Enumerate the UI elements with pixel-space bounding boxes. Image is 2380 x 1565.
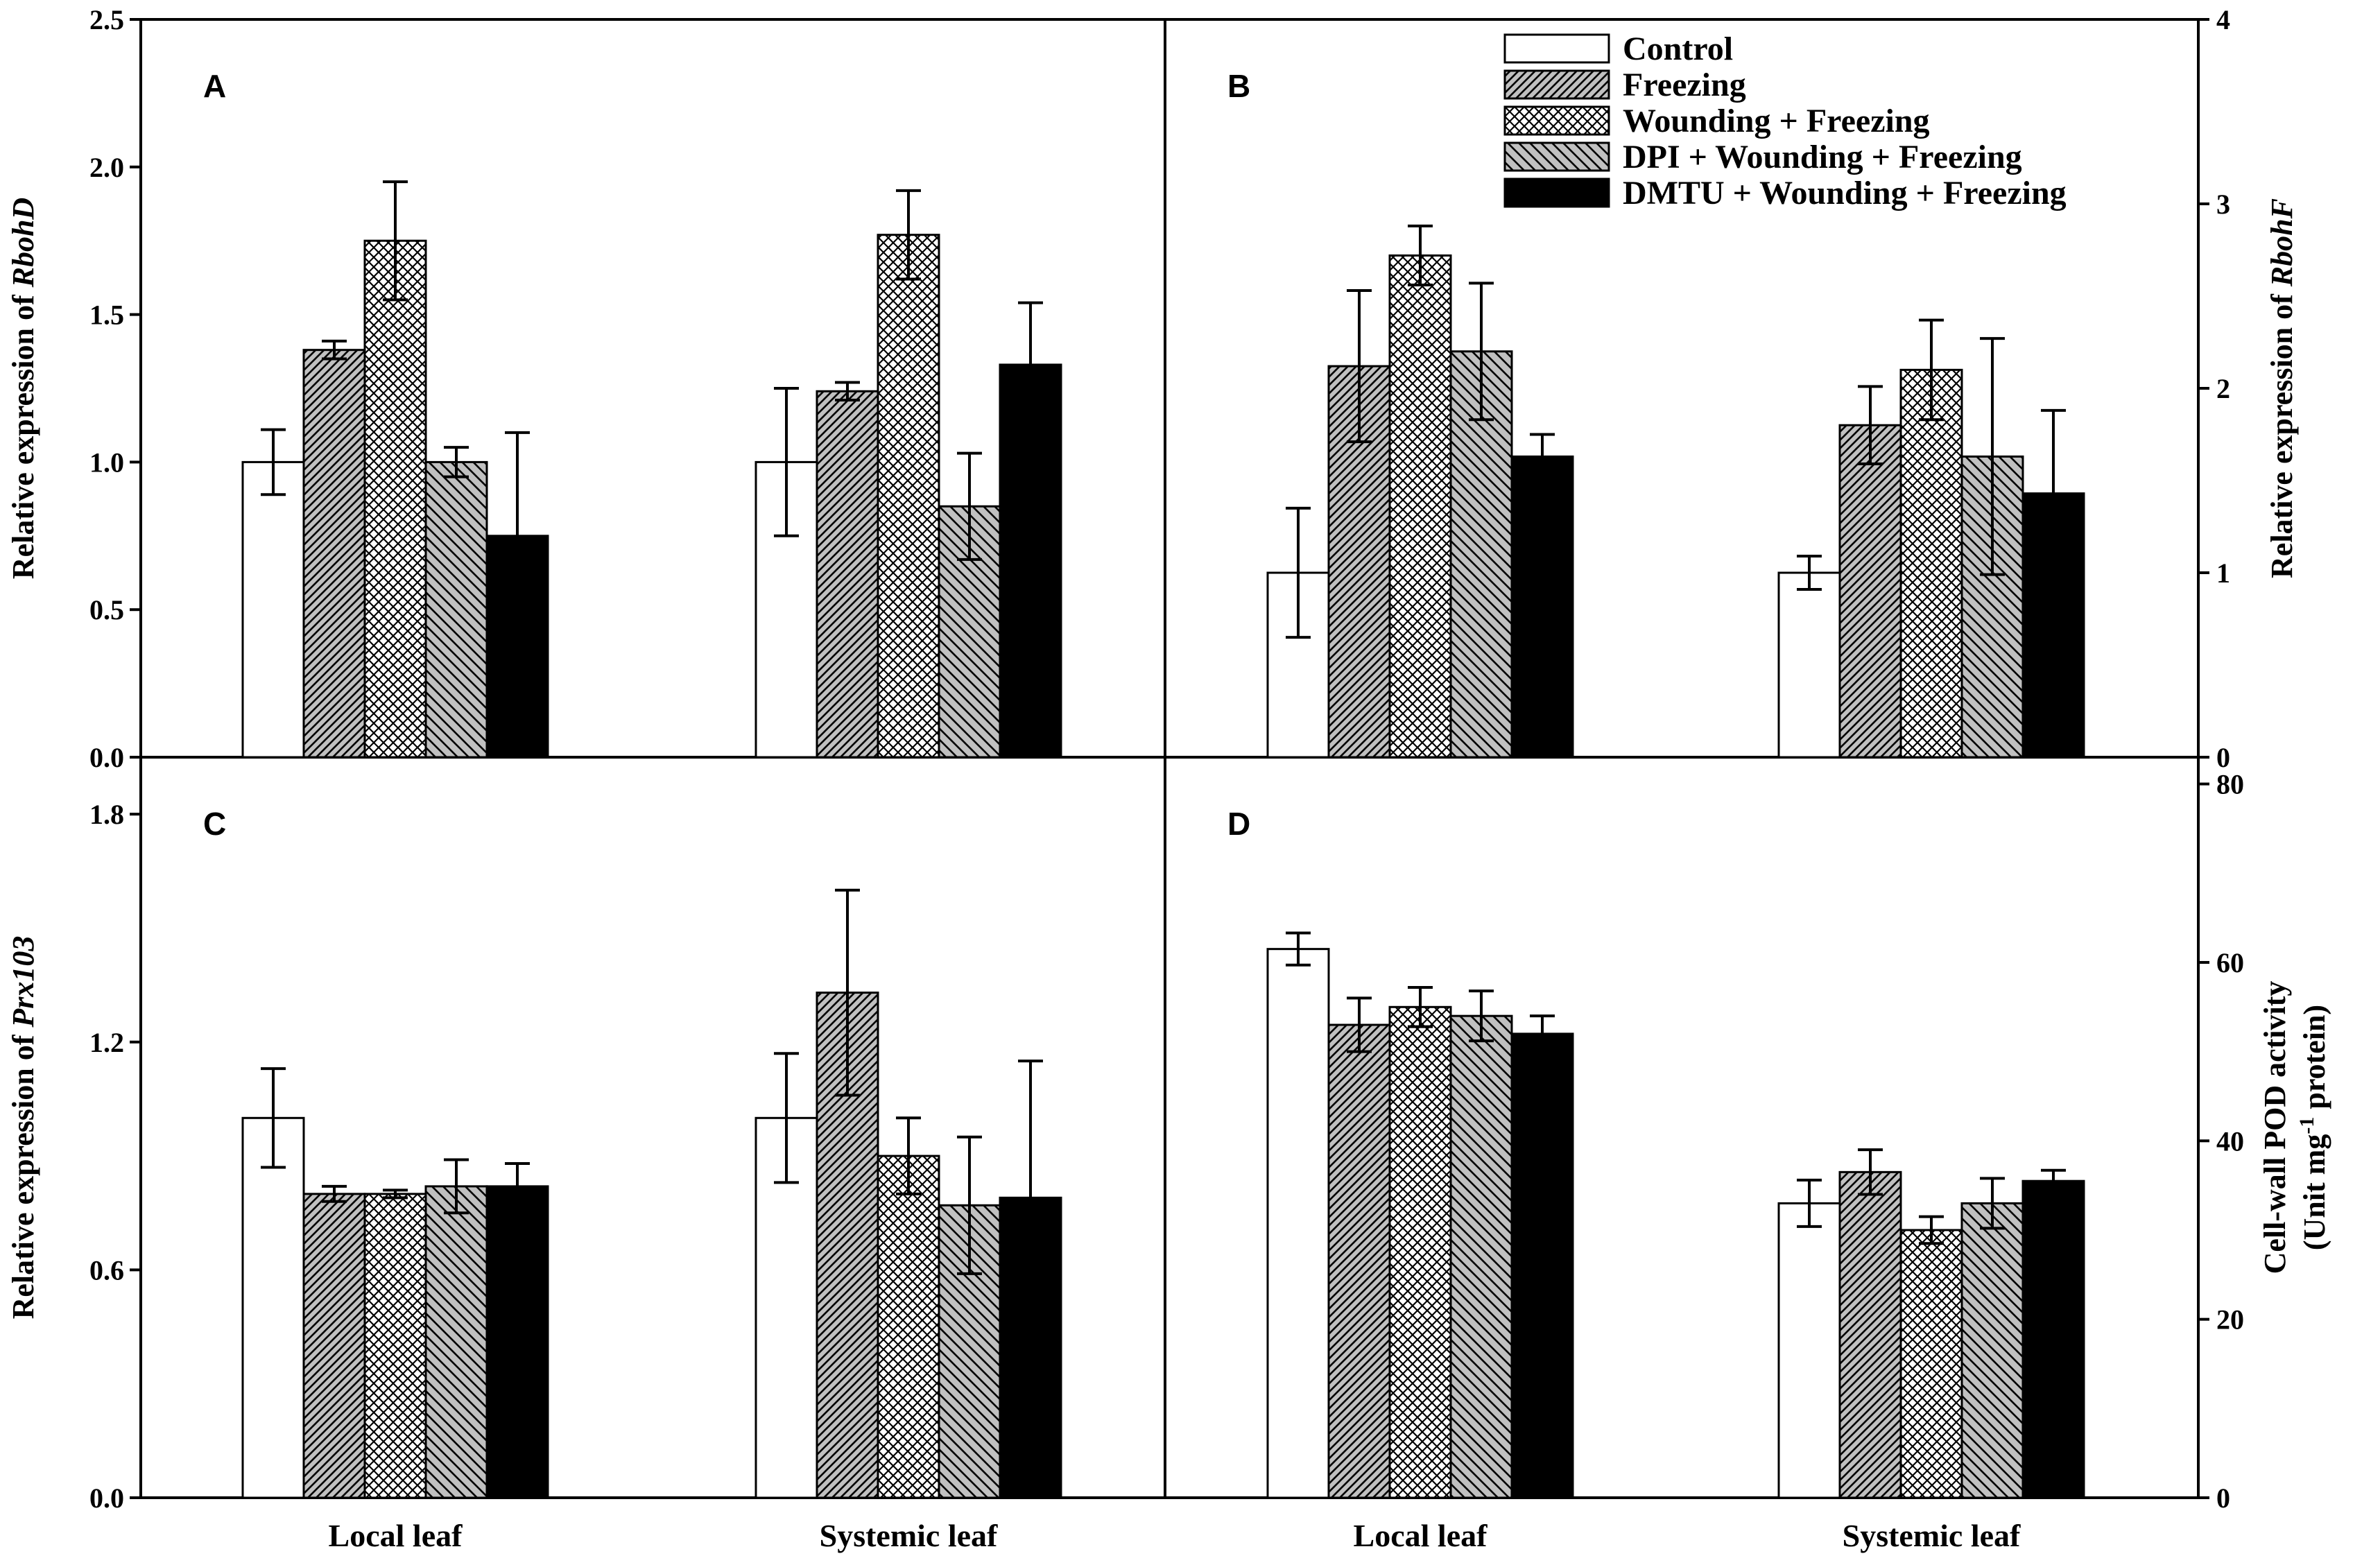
y-tick-label: 3 — [2216, 189, 2230, 220]
bar — [1838, 424, 1902, 759]
x-category-label: Local leaf — [1354, 1518, 1488, 1553]
bar — [1327, 1023, 1391, 1499]
y-axis-label-gene: RbohD — [6, 198, 40, 288]
y-tick-label: 1 — [2216, 557, 2230, 589]
panel-c: C 0.0 0.6 1.2 1.8 Relative expression of Prx1… — [6, 799, 1062, 1553]
y-tick-label: 0.0 — [89, 1482, 124, 1514]
y-tick-label: 0 — [2216, 1482, 2230, 1514]
y-axis-label: Relative expression of Prx103 — [6, 936, 40, 1320]
bar — [1838, 1170, 1902, 1499]
panel-label-d: D — [1227, 806, 1250, 842]
bar — [1960, 1202, 2024, 1499]
legend-label: Freezing — [1623, 67, 1746, 103]
bar — [363, 1193, 427, 1499]
legend-swatch — [1503, 141, 1610, 172]
x-category-label: Systemic leaf — [820, 1518, 998, 1553]
panel-label-c: C — [203, 806, 226, 842]
y-axis-label-gene: Prx103 — [6, 936, 40, 1028]
x-category-label: Local leaf — [329, 1518, 463, 1553]
y-axis-label-prefix: Relative expression of — [2265, 286, 2299, 578]
y-axis-label-prefix: Relative expression of — [6, 1028, 40, 1320]
bar — [424, 1185, 488, 1499]
y-tick-label: 80 — [2216, 769, 2244, 800]
bar — [999, 363, 1062, 759]
bar — [1510, 455, 1574, 759]
y-tick-label: 60 — [2216, 947, 2244, 978]
bar — [1266, 948, 1330, 1499]
y-tick-label: 40 — [2216, 1125, 2244, 1157]
y-tick-label: 2.5 — [89, 4, 124, 35]
bar — [2021, 1179, 2085, 1499]
y-tick-label: 1.0 — [89, 447, 124, 478]
y-tick-label: 1.5 — [89, 300, 124, 331]
bar — [1449, 1014, 1513, 1499]
bar — [877, 1155, 940, 1499]
bar — [816, 390, 879, 759]
bar — [241, 460, 305, 759]
y-tick-label: 1.2 — [89, 1027, 124, 1058]
bar — [424, 460, 488, 759]
y-tick-label: 2 — [2216, 373, 2230, 404]
y-tick-label: 1.8 — [89, 799, 124, 830]
y-tick-label: 20 — [2216, 1304, 2244, 1335]
bar — [1777, 1202, 1841, 1499]
bar — [302, 349, 366, 759]
panel-label-a: A — [203, 68, 226, 104]
y-tick-label: 0 — [2216, 742, 2230, 773]
y-axis-label: Relative expression of RbohD — [6, 198, 40, 579]
bar — [1899, 368, 1963, 759]
bar — [485, 1185, 549, 1499]
bar — [1960, 455, 2024, 759]
panel-a: A 0.0 0.5 1.0 1.5 2.0 2.5 Relative expression o… — [6, 4, 1062, 773]
y-tick-label: 0.0 — [89, 742, 124, 773]
bar — [1510, 1032, 1574, 1499]
y-axis-label-rest: protein) — [2297, 1005, 2331, 1117]
bar — [1777, 571, 1841, 759]
panel-d: D 0 20 40 60 80 Cell-wall POD activity (Unit mg… — [1227, 769, 2331, 1553]
panels: A 0.0 0.5 1.0 1.5 2.0 2.5 Relative expression o… — [6, 4, 2331, 1553]
y-axis-label-line1: Cell-wall POD activity — [2258, 981, 2292, 1274]
legend-label: Wounding + Freezing — [1623, 103, 1930, 139]
y-axis-label-gene: RbohF — [2265, 198, 2299, 287]
bar — [485, 535, 549, 759]
y-axis-label-unit: (Unit mg — [2297, 1134, 2331, 1250]
legend-swatch — [1503, 33, 1610, 64]
bar — [877, 234, 940, 759]
y-axis-label-sup: -1 — [2295, 1117, 2318, 1134]
legend-swatch — [1503, 178, 1610, 208]
y-axis-label-line2: (Unit mg-1 protein) — [2295, 1005, 2332, 1250]
y-axis-label-prefix: Relative expression of — [6, 287, 40, 579]
y-tick-label: 0.6 — [89, 1254, 124, 1286]
panel-b: B 0 1 2 3 4 Relative expression of RbohF — [1227, 4, 2299, 773]
legend-label: Control — [1623, 31, 1733, 67]
bar — [1899, 1229, 1963, 1499]
bar — [1388, 254, 1452, 759]
panel-label-b: B — [1227, 68, 1250, 104]
legend-swatch — [1503, 69, 1610, 100]
bar — [1388, 1005, 1452, 1499]
bar — [241, 1116, 305, 1499]
bar — [363, 239, 427, 759]
y-tick-label: 4 — [2216, 4, 2230, 35]
bar — [302, 1193, 366, 1499]
x-category-label: Systemic leaf — [1843, 1518, 2021, 1553]
legend-label: DPI + Wounding + Freezing — [1623, 139, 2022, 175]
legend-swatch — [1503, 105, 1610, 136]
y-tick-label: 2.0 — [89, 152, 124, 183]
y-axis-label: Relative expression of RbohF — [2265, 198, 2299, 578]
legend-label: DMTU + Wounding + Freezing — [1623, 175, 2067, 211]
y-tick-label: 0.5 — [89, 594, 124, 625]
